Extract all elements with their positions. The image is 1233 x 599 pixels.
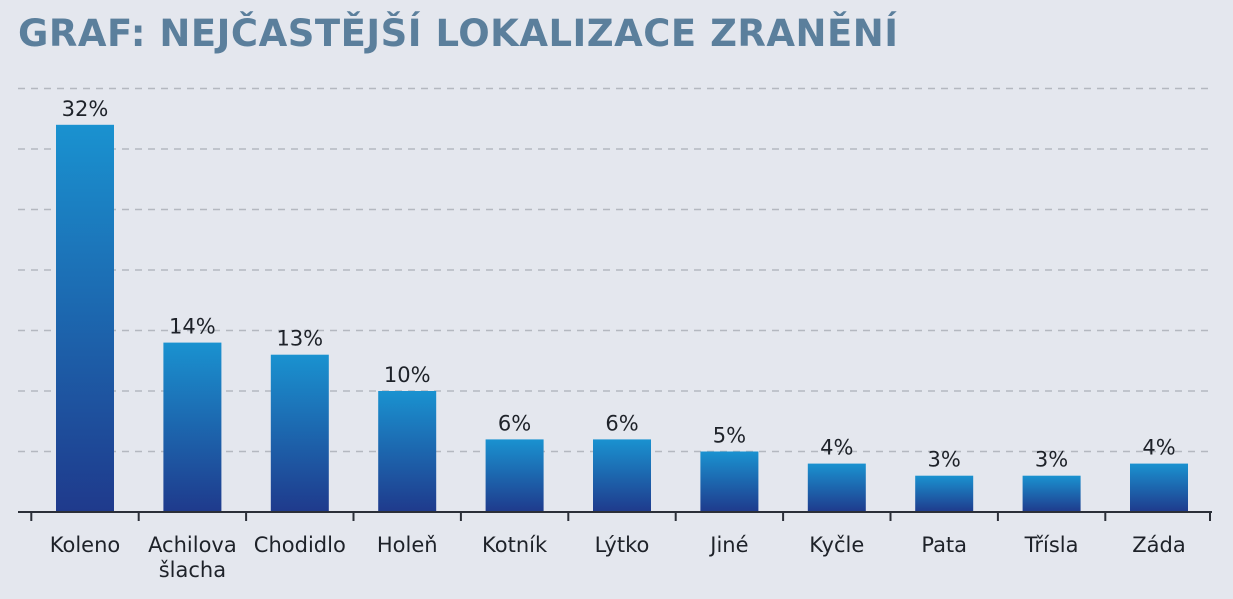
value-label: 3% xyxy=(928,448,961,472)
category-label: Kotník xyxy=(482,533,548,557)
chart-title: GRAF: NEJČASTĚJŠÍ LOKALIZACE ZRANĚNÍ xyxy=(18,12,899,55)
labels: 32% Koleno 14% Achilova šlacha 13% Chodidlo 10%… xyxy=(50,97,1186,582)
category-label: Koleno xyxy=(50,533,121,557)
value-label: 5% xyxy=(713,424,746,448)
value-label: 32% xyxy=(62,97,109,121)
bar xyxy=(1022,475,1081,512)
category-label: Chodidlo xyxy=(254,533,346,557)
bar xyxy=(700,451,759,512)
bar xyxy=(485,439,544,512)
value-label: 14% xyxy=(169,315,216,339)
bar xyxy=(915,475,974,512)
category-label: Lýtko xyxy=(595,533,650,557)
value-label: 6% xyxy=(605,411,638,435)
category-label: Pata xyxy=(921,533,967,557)
value-label: 13% xyxy=(276,327,323,351)
bar xyxy=(807,463,866,512)
category-label: Záda xyxy=(1132,533,1185,557)
category-label: Jiné xyxy=(708,533,748,557)
x-axis xyxy=(18,511,1212,521)
category-label: Kyčle xyxy=(809,533,864,557)
bar xyxy=(1130,463,1188,512)
bar xyxy=(378,391,437,512)
bar xyxy=(163,342,222,512)
value-label: 4% xyxy=(1142,436,1175,460)
bars xyxy=(56,124,1188,513)
bar xyxy=(56,124,114,513)
value-label: 3% xyxy=(1035,448,1068,472)
category-label: Třísla xyxy=(1024,533,1079,557)
category-label: Holeň xyxy=(377,533,438,557)
value-label: 6% xyxy=(498,411,531,435)
value-label: 4% xyxy=(820,436,853,460)
value-label: 10% xyxy=(384,363,431,387)
bar xyxy=(593,439,651,512)
bar xyxy=(270,354,329,512)
category-label: Achilova šlacha xyxy=(148,533,237,582)
